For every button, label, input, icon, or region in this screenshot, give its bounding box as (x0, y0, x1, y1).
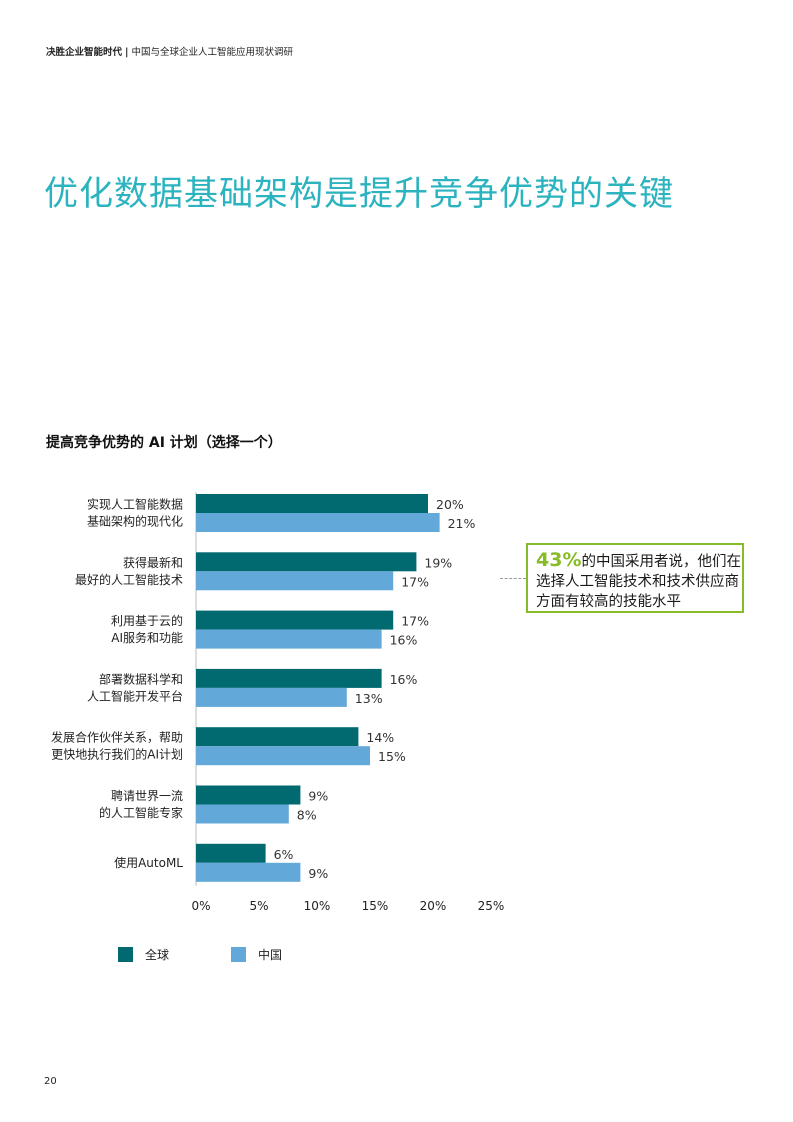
category-label: AI服务和功能 (111, 630, 183, 645)
callout-percent: 43% (536, 549, 582, 571)
bar-global (196, 610, 394, 630)
legend: 全球 中国 (118, 946, 344, 963)
report-name: 决胜企业智能时代 (46, 47, 123, 58)
data-label: 9% (308, 789, 328, 804)
bar-global (196, 727, 359, 747)
category-label: 聘请世界一流 (111, 789, 183, 803)
bar-china (196, 571, 394, 591)
data-label: 6% (274, 847, 294, 862)
report-header: 决胜企业智能时代 | 中国与全球企业人工智能应用现状调研 (46, 44, 293, 58)
data-label: 8% (297, 808, 317, 823)
category-label: 最好的人工智能技术 (75, 572, 183, 587)
data-label: 17% (401, 614, 429, 629)
category-label: 部署数据科学和 (99, 671, 183, 686)
bar-china (196, 746, 370, 766)
legend-swatch-china (231, 947, 247, 962)
page-title: 优化数据基础架构是提升竞争优势的关键 (44, 174, 674, 214)
bar-china (196, 804, 289, 824)
bar-china (196, 687, 347, 707)
category-label: 实现人工智能数据 (87, 497, 183, 512)
data-label: 16% (390, 633, 418, 648)
category-label: 获得最新和 (123, 555, 183, 570)
chart-title: 提高竞争优势的 AI 计划（选择一个） (46, 435, 282, 451)
x-tick-label: 0% (191, 899, 210, 913)
legend-label-global: 全球 (145, 948, 170, 962)
legend-swatch-global (118, 947, 133, 962)
bar-global (196, 843, 266, 863)
x-tick-label: 10% (304, 899, 331, 913)
bar-global (196, 552, 417, 572)
category-label: 发展合作伙伴关系，帮助 (51, 730, 183, 745)
category-label: 人工智能开发平台 (87, 688, 183, 703)
data-label: 15% (378, 749, 406, 764)
data-label: 17% (401, 574, 429, 589)
x-tick-label: 5% (249, 899, 268, 913)
data-label: 21% (448, 516, 476, 531)
bar-global (196, 494, 428, 513)
legend-label-china: 中国 (258, 948, 283, 962)
data-label: 16% (390, 672, 418, 687)
category-label: 更快地执行我们的AI计划 (51, 747, 183, 762)
x-tick-label: 20% (420, 899, 447, 913)
category-label: 使用AutoML (114, 855, 183, 870)
legend-item-china: 中国 (231, 946, 282, 963)
data-label: 9% (308, 866, 328, 881)
callout-box: 43%的中国采用者说，他们在选择人工智能技术和技术供应商方面有较高的技能水平 (526, 543, 744, 613)
data-label: 14% (366, 730, 394, 745)
legend-item-global: 全球 (118, 946, 169, 963)
bar-china (196, 629, 382, 649)
category-label: 基础架构的现代化 (87, 514, 183, 529)
x-tick-label: 25% (478, 899, 505, 913)
x-tick-label: 15% (362, 899, 389, 913)
bar-global (196, 785, 301, 805)
data-label: 19% (424, 555, 452, 570)
category-label: 的人工智能专家 (99, 805, 183, 820)
data-label: 13% (355, 691, 383, 706)
bar-global (196, 668, 382, 688)
callout-text: 的中国采用者说，他们在选择人工智能技术和技术供应商方面有较高的技能水平 (536, 554, 741, 610)
callout-connector (500, 578, 526, 579)
bar-china (196, 862, 301, 882)
bar-china (196, 513, 440, 532)
page-number: 20 (44, 1076, 57, 1087)
category-label: 利用基于云的 (111, 613, 183, 628)
data-label: 20% (436, 497, 464, 512)
report-subtitle: 中国与全球企业人工智能应用现状调研 (131, 47, 294, 58)
header-separator: | (125, 47, 129, 58)
